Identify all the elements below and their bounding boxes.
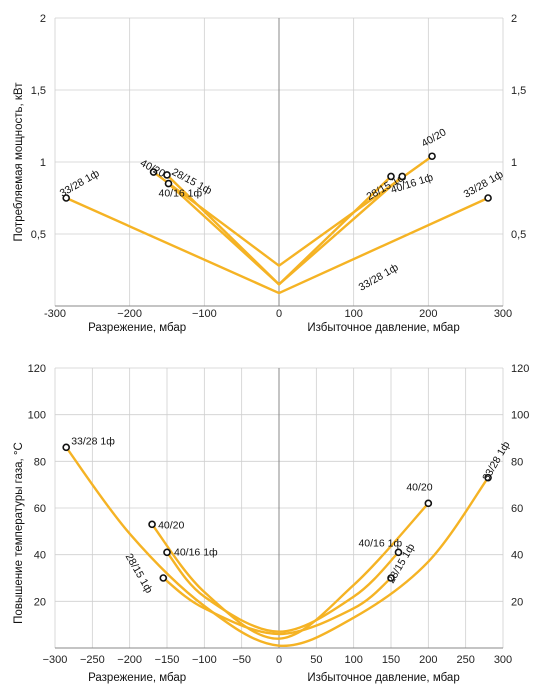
data-point-marker	[148, 520, 156, 529]
x-tick-label: 0	[276, 308, 282, 320]
data-point-marker	[62, 194, 70, 202]
y-tick-label-right: 100	[511, 410, 529, 422]
data-point-label: 33/28 1ф	[462, 168, 506, 200]
x-tick-label: 50	[310, 654, 322, 666]
y-tick-label-right: 20	[511, 596, 523, 608]
y-tick-label-right: 0,5	[511, 229, 526, 241]
series-line	[162, 576, 393, 636]
y-tick-label-left: 2	[40, 13, 46, 25]
y-tick-label-right: 40	[511, 550, 523, 562]
x-axis-label-right: Избыточное давление, мбар	[307, 672, 459, 684]
x-tick-label: −250	[80, 654, 105, 666]
y-tick-label-left: 80	[34, 456, 46, 468]
x-tick-label: −150	[155, 654, 180, 666]
data-point-label: 40/16 1ф	[158, 188, 202, 200]
x-tick-label: 200	[419, 654, 437, 666]
gas-temperature-rise-chart: −300 −250 −200 −150 −100 −50 0 50 100 150 200 250 30…	[13, 363, 529, 684]
x-tick-label: −200	[117, 308, 142, 320]
data-point-marker	[149, 168, 158, 176]
data-point-label: 40/16 1ф	[358, 537, 402, 549]
data-point-marker	[428, 152, 436, 161]
y-tick-label-right: 1,5	[511, 85, 526, 97]
x-axis-label-left: Разрежение, мбар	[88, 322, 186, 334]
power-consumption-chart: -300 −200 −100 0 100 200 300 0,5 0,5 1 1 1,5 1,5 2 2 Ра…	[13, 13, 526, 334]
data-point-marker	[164, 179, 173, 188]
y-tick-label-left: 60	[34, 503, 46, 515]
y-tick-label-right: 80	[511, 456, 523, 468]
x-tick-label: 300	[494, 654, 512, 666]
x-tick-label: −100	[192, 308, 217, 320]
data-point-marker	[387, 172, 395, 181]
data-point-label: 33/28 1ф	[58, 167, 102, 199]
data-point-marker	[163, 548, 171, 557]
x-tick-label: 300	[494, 308, 512, 320]
x-tick-label: 200	[419, 308, 437, 320]
x-axis-label-right: Избыточное давление, мбар	[307, 322, 459, 334]
data-point-label: 40/20	[138, 157, 167, 180]
x-tick-label: 0	[276, 654, 282, 666]
y-tick-label-left: 1,5	[31, 85, 46, 97]
data-point-label: 33/28 1ф	[357, 261, 401, 293]
data-point-label: 40/16 1ф	[174, 546, 218, 558]
x-tick-label: 100	[344, 308, 362, 320]
series-line	[65, 446, 490, 647]
data-point-marker	[424, 499, 433, 508]
x-tick-label: 150	[382, 654, 400, 666]
x-tick-label: −100	[192, 654, 217, 666]
x-tick-label: −200	[117, 654, 142, 666]
series-line	[65, 196, 490, 295]
data-point-label: 40/20	[406, 481, 432, 493]
x-axis-label-left: Разрежение, мбар	[88, 672, 186, 684]
data-point-label: 40/20	[158, 519, 184, 531]
series-line	[167, 175, 404, 286]
y-axis-label: Повышение температуры газа, °С	[13, 442, 25, 624]
data-point-marker	[62, 443, 70, 452]
y-axis-label: Потребляемая мощность, кВт	[13, 82, 25, 242]
data-point-marker	[387, 574, 395, 582]
x-tick-label: -300	[44, 308, 66, 320]
x-tick-label: 100	[344, 654, 362, 666]
series-line	[165, 551, 400, 633]
series-line	[152, 155, 434, 267]
y-tick-label-left: 20	[34, 596, 46, 608]
x-tick-label: −50	[232, 654, 251, 666]
y-tick-label-left: 100	[28, 410, 46, 422]
y-tick-label-right: 2	[511, 13, 517, 25]
y-tick-label-left: 0,5	[31, 229, 46, 241]
y-tick-label-right: 60	[511, 503, 523, 515]
data-point-marker	[484, 194, 492, 202]
y-tick-label-right: 120	[511, 363, 529, 375]
y-tick-label-left: 120	[28, 363, 46, 375]
data-point-label: 33/28 1ф	[71, 435, 115, 447]
series-line	[150, 502, 430, 640]
data-point-marker	[163, 171, 171, 179]
x-tick-label: −300	[43, 654, 68, 666]
data-point-label: 40/20	[420, 126, 449, 150]
data-point-marker	[159, 574, 168, 582]
y-tick-label-left: 40	[34, 550, 46, 562]
data-point-marker	[484, 473, 492, 482]
data-point-marker	[394, 548, 403, 557]
data-point-marker	[398, 172, 407, 181]
y-tick-label-right: 1	[511, 157, 517, 169]
x-tick-label: 250	[456, 654, 474, 666]
y-tick-label-left: 1	[40, 157, 46, 169]
